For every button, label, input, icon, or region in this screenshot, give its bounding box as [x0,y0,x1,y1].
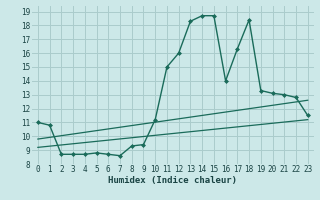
X-axis label: Humidex (Indice chaleur): Humidex (Indice chaleur) [108,176,237,185]
